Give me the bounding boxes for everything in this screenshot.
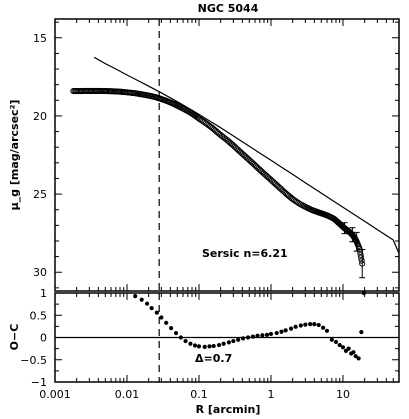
residual-data-point: [260, 333, 265, 338]
residual-data-point: [245, 335, 251, 340]
residual-data-point: [340, 345, 346, 350]
residual-data-point: [211, 343, 216, 349]
bottom-y-tick-label: −0.5: [20, 354, 47, 367]
residual-data-point: [169, 326, 174, 331]
residual-data-point: [221, 341, 226, 346]
residual-data-point: [216, 342, 222, 348]
residual-data-point: [346, 346, 351, 351]
residual-data-point: [226, 340, 231, 345]
profile-data-point: [358, 257, 365, 264]
profile-data-point: [357, 251, 364, 258]
residual-data-point: [321, 325, 326, 330]
bottom-y-tick-label: −1: [31, 376, 47, 389]
bottom-y-tick-label: 0.5: [30, 309, 48, 322]
residual-data-point: [298, 323, 303, 328]
residual-data-point: [293, 324, 298, 329]
bottom-panel: 0.001 0.01 0.1 1 10 1 0.5 0 −0.5 −1 O−C Δ=0.7 R […: [8, 287, 400, 416]
sersic-model-line: [93, 56, 400, 254]
residual-data-point: [274, 330, 279, 336]
residual-data-point: [312, 322, 317, 327]
residual-data-point: [361, 290, 366, 296]
residual-data-point: [188, 341, 193, 346]
bottom-y-tick-label: 1: [40, 287, 47, 300]
residual-data-point: [353, 354, 358, 359]
residual-data-point: [144, 301, 150, 306]
x-tick-label: 10: [336, 388, 350, 401]
residual-data-point: [283, 328, 288, 333]
residual-data-point: [324, 328, 330, 333]
residual-data-point: [241, 336, 246, 341]
x-tick-label: 0.01: [115, 388, 140, 401]
bottom-y-axis-label: O−C: [8, 324, 21, 351]
residual-data-point: [279, 329, 284, 334]
residual-data-point: [196, 344, 202, 349]
top-y-tick-label: 25: [33, 188, 47, 201]
residual-data-point: [178, 335, 183, 340]
residual-data-point: [192, 343, 198, 348]
residual-data-point: [207, 344, 212, 349]
residual-data-point: [264, 332, 270, 337]
profile-data-point: [358, 254, 365, 261]
x-tick-label: 0.001: [39, 388, 71, 401]
x-tick-label: 0.1: [190, 388, 208, 401]
residual-data-point: [268, 331, 274, 337]
residual-data-point: [154, 310, 159, 315]
top-panel-frame: [54, 18, 400, 292]
residual-data-point: [159, 315, 164, 320]
residual-data-point: [303, 322, 308, 327]
residual-data-point: [308, 322, 313, 327]
bottom-annotation-delta: Δ=0.7: [195, 352, 232, 365]
top-y-axis-label: μ_g [mag/arcsec²]: [8, 100, 21, 211]
top-annotation-sersic: Sersic n=6.21: [202, 247, 288, 260]
residual-data-point: [183, 338, 188, 344]
residual-data-point: [231, 338, 236, 344]
residual-data-point: [149, 306, 154, 311]
top-y-tick-label: 15: [33, 32, 47, 45]
residual-data-point: [236, 337, 241, 342]
residual-data-point: [133, 294, 138, 299]
residual-data-point: [337, 342, 342, 348]
residual-data-point: [359, 330, 364, 335]
residual-data-point: [316, 322, 321, 328]
residual-data-point: [173, 330, 179, 336]
residual-data-point: [329, 337, 334, 342]
top-y-tick-label: 30: [33, 266, 47, 279]
residual-data-point: [288, 326, 294, 331]
residual-data-point: [250, 334, 255, 339]
residual-data-point: [139, 297, 144, 302]
residual-data-point: [356, 356, 361, 361]
residual-data-point: [351, 350, 356, 355]
top-panel: 15 20 25 30 μ_g [mag/arcsec²] Sersic n=6.21: [8, 18, 400, 292]
bottom-y-tick-label: 0: [40, 332, 47, 345]
x-tick-label: 1: [267, 388, 274, 401]
top-y-tick-label: 20: [33, 110, 47, 123]
chart-title: NGC 5044: [198, 2, 259, 15]
residual-data-point: [333, 339, 339, 345]
x-axis-label: R [arcmin]: [196, 403, 261, 416]
residual-data-point: [164, 320, 169, 325]
residual-data-point: [202, 344, 207, 349]
residual-data-point: [255, 333, 260, 338]
